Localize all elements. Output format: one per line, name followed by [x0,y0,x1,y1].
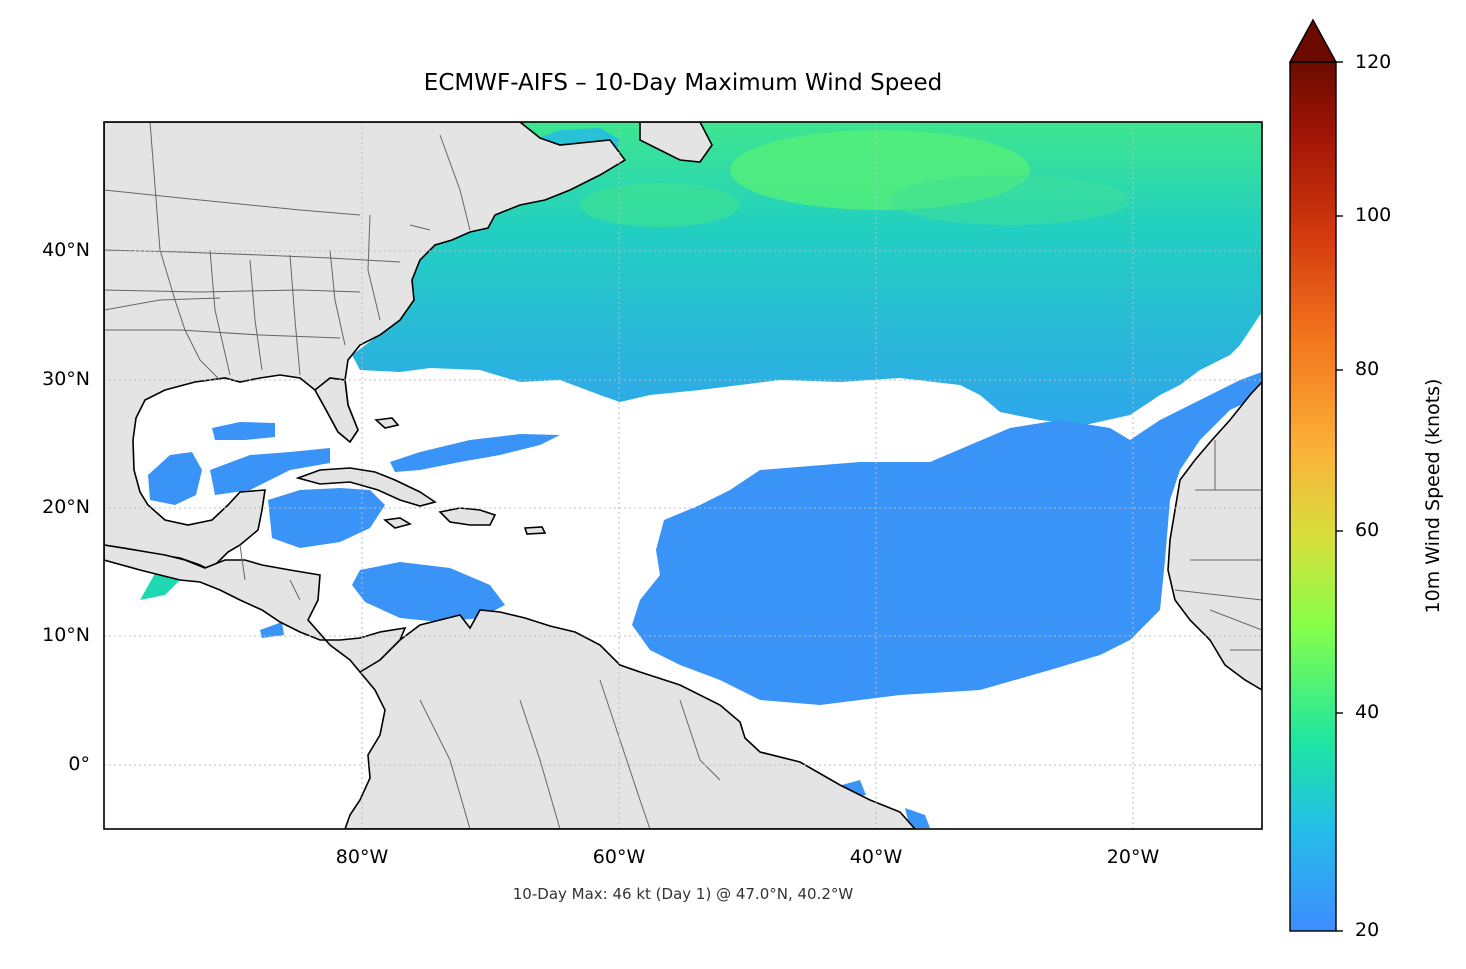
jamaica [383,517,413,529]
colorbar-tick-label: 80 [1355,358,1380,380]
x-tick-label: 20°W [1106,846,1160,868]
colorbar-ticks [1336,61,1343,932]
colorbar-tick-label: 20 [1355,919,1380,941]
colorbar [1288,18,1343,932]
colorbar-tick-label: 40 [1355,701,1380,723]
wind-band [580,183,740,227]
newfoundland [639,122,713,163]
map-field [104,122,1262,829]
colorbar-tick-label: 120 [1355,51,1392,73]
y-tick-label: 20°N [42,496,90,518]
wind-bahamas-band [390,434,560,472]
wind-subtropical-east [632,372,1262,705]
colorbar-tick-label: 60 [1355,519,1380,541]
colorbar-tick-label: 100 [1355,204,1392,226]
wind-caribbean-patch [268,488,385,548]
gridlines [104,122,1262,829]
colorbar-gradient [1289,61,1337,932]
wind-small-patch [260,622,284,638]
map-frame [103,121,1263,830]
wind-field [104,122,1262,828]
colorbar-label: 10m Wind Speed (knots) [1422,378,1444,614]
wind-small-patch [905,808,930,828]
borders [104,122,1262,829]
south-america [344,609,917,829]
y-tick-label: 0° [68,753,90,775]
map-title: ECMWF-AIFS – 10-Day Maximum Wind Speed [423,70,943,96]
land [104,122,1262,829]
island [374,417,400,429]
puerto-rico [523,526,547,535]
west-africa [1167,380,1262,691]
hispaniola [438,507,497,526]
y-tick-label: 40°N [42,239,90,261]
y-tick-label: 10°N [42,624,90,646]
y-tick-label: 30°N [42,368,90,390]
wind-caribbean-patch [352,562,505,622]
wind-band [890,175,1130,225]
wind-gulf-patch [212,422,275,440]
wind-gulf-patch [148,452,202,505]
x-tick-label: 60°W [592,846,646,868]
florida [313,377,359,444]
north-america [104,122,627,571]
colorbar-extend-arrow [1288,18,1338,63]
x-tick-label: 40°W [849,846,903,868]
max-wind-footnote: 10-Day Max: 46 kt (Day 1) @ 47.0°N, 40.2… [512,885,854,903]
wind-gulf-patch [210,448,330,495]
cuba [295,467,437,507]
x-tick-label: 80°W [335,846,389,868]
